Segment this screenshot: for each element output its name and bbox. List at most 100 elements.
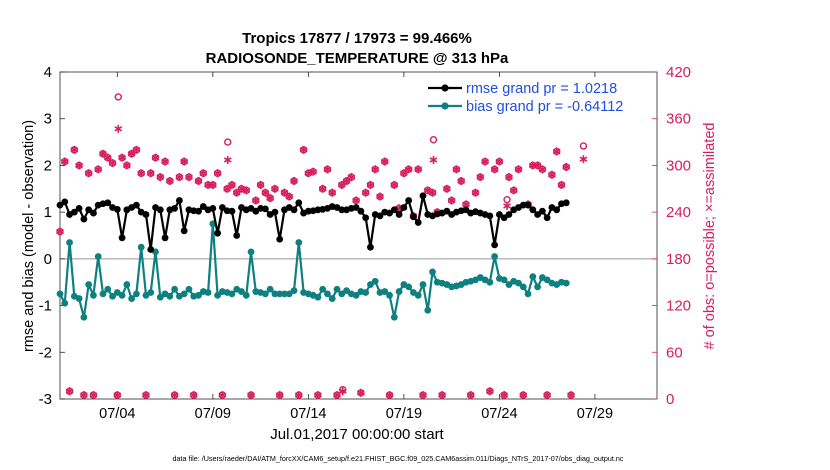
rmse-point [376,212,384,220]
obs-assimilated-marker [151,153,160,162]
obs-count-markers [56,93,588,400]
bias-point [276,290,284,298]
obs-assimilated-marker [509,186,518,195]
rmse-point [491,241,499,249]
obs-assimilated-marker [357,388,365,397]
obs-assimilated-marker [118,153,126,162]
obs-assimilated-marker [122,161,131,170]
bias-point [204,289,212,296]
obs-assimilated-marker [361,188,370,197]
obs-assimilated-marker [567,391,575,400]
obs-assimilated-marker [495,157,504,166]
obs-assimilated-marker [366,180,375,189]
obs-assimilated-marker [485,387,494,396]
rmse-point [405,197,413,204]
rmse-point [233,232,241,239]
obs-assimilated-marker [94,165,103,174]
obs-assimilated-marker [294,391,303,400]
bias-point [137,243,145,251]
rmse-point [519,201,527,209]
bias-point [166,292,174,300]
left-y-tick-label: -3 [39,391,52,408]
right-y-tick-label: 60 [666,344,683,361]
obs-assimilated-marker [452,165,461,174]
bias-point [362,289,370,296]
obs-possible-marker [114,93,122,101]
rmse-point [538,207,546,215]
rmse-point [156,206,164,214]
rmse-point [367,243,374,251]
bias-point [228,290,236,298]
bias-point [414,291,422,299]
bias-point [156,293,164,301]
obs-assimilated-marker [80,391,88,400]
right-y-tick-label: 360 [666,111,691,128]
obs-assimilated-marker [352,196,360,205]
rmse-point [357,207,365,215]
bias-point [185,285,193,293]
obs-assimilated-marker [242,186,251,195]
obs-assimilated-marker [428,188,437,197]
bias-point [109,292,116,300]
bias-point [214,291,222,299]
obs-assimilated-marker [514,165,523,174]
obs-assimilated-marker [146,169,155,178]
bias-point [371,277,379,285]
obs-assimilated-marker [466,391,475,400]
bias-point [524,290,532,298]
obs-assimilated-marker [318,184,327,193]
obs-assimilated-marker [137,169,146,178]
obs-assimilated-marker [65,387,74,396]
bias-point [405,283,413,291]
right-y-ticks: 0 60 120 180 240 300 360 420 [652,64,691,408]
obs-assimilated-marker [275,391,284,400]
obs-assimilated-marker [89,391,98,400]
rmse-point [562,199,570,207]
bias-point [500,276,508,284]
obs-assimilated-marker [189,391,198,400]
bias-point [90,291,97,299]
obs-assimilated-marker [390,180,399,189]
bias-point [247,248,255,256]
bias-point [61,299,69,307]
right-y-tick-label: 0 [666,391,674,408]
bias-point [118,291,126,299]
obs-assimilated-marker [471,188,480,197]
right-y-tick-label: 240 [666,204,691,221]
bias-point [99,290,107,298]
rmse-point [414,219,422,226]
obs-assimilated-marker [185,173,193,182]
rmse-point [176,197,183,204]
bias-point [534,283,541,291]
bias-point [352,291,360,299]
obs-assimilated-marker [347,173,356,182]
obs-assimilated-marker [309,167,318,176]
rmse-point [352,204,360,211]
rmse-point [180,227,188,235]
rmse-point [529,206,537,214]
x-ticks: 07/04 07/09 07/14 07/19 07/24 07/29 [99,72,613,422]
rmse-point [338,206,346,214]
rmse-point [113,205,121,213]
obs-assimilated-marker [404,165,413,174]
obs-assimilated-marker [108,159,117,168]
bias-point [386,291,393,299]
rmse-point [199,203,207,210]
rmse-point [462,206,470,214]
bias-point [238,288,245,295]
obs-assimilated-marker [261,188,270,197]
obs-assimilated-marker [299,145,308,154]
obs-assimilated-marker [213,169,222,178]
bias-point [128,295,136,302]
rmse-point [276,235,284,243]
bias-point [390,313,398,321]
rmse-point [171,205,179,212]
rmse-point [142,211,150,218]
rmse-point [295,199,303,207]
data-file-footer: data file: /Users/raeder/DAI/ATM_forcXX/… [173,454,624,463]
rmse-point [209,205,217,212]
obs-assimilated-marker [552,147,561,156]
bias-point [429,268,436,276]
bias-point [319,285,327,293]
obs-assimilated-marker [314,391,322,400]
